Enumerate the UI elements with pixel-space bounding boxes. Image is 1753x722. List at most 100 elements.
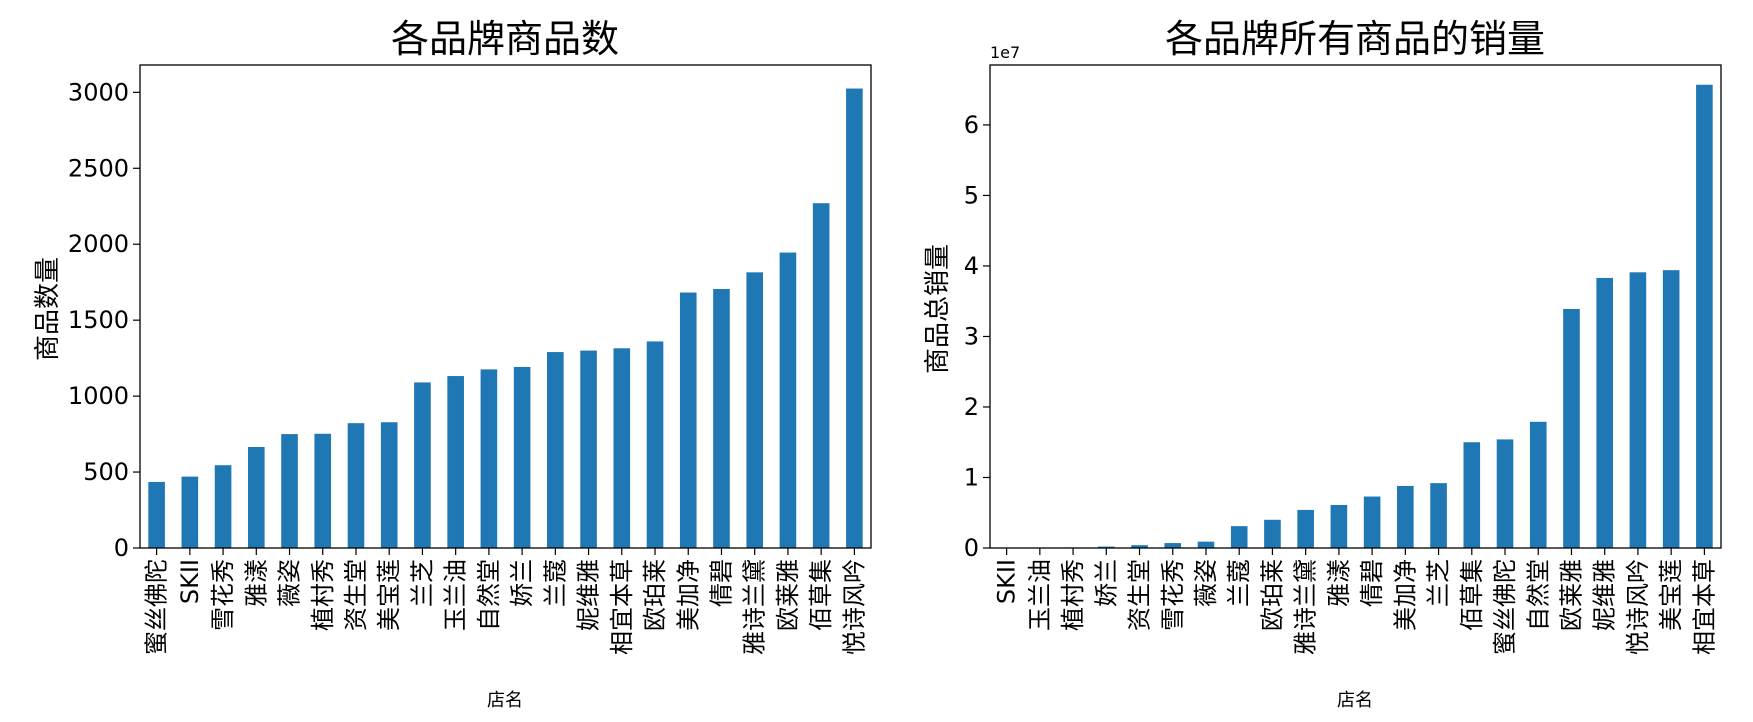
y-tick-label: 1 (964, 463, 979, 491)
x-tick-group: 蜜丝佛陀 SKII 雪花秀 雅漾 薇姿 植村秀 资生堂 美宝莲 兰芝 玉兰油 自然堂 娇兰 兰蔻 妮维雅相… (143, 548, 868, 655)
x-tick-label: 佰草集 (807, 559, 835, 631)
x-tick-label: 美加净 (674, 559, 702, 631)
bar-玉兰油 (447, 376, 464, 548)
chart-title: 各品牌所有商品的销量 (1165, 17, 1545, 61)
x-tick-label: 倩碧 (707, 559, 735, 607)
y-tick-label: 2500 (68, 154, 129, 182)
bar-美宝莲 (1662, 270, 1680, 548)
bar-妮维雅 (580, 350, 597, 548)
x-tick-label: 雅诗兰黛 (741, 559, 769, 655)
bar-兰芝 (414, 382, 431, 548)
bar-欧莱雅 (779, 252, 797, 548)
y-tick-label: 3000 (68, 78, 129, 106)
x-tick-label: 兰蔻 (541, 559, 569, 607)
x-tick-label: 植村秀 (309, 559, 337, 631)
x-tick-label: 娇兰 (508, 559, 536, 607)
bar-自然堂 (480, 369, 498, 548)
x-tick-label: 雅漾 (242, 559, 270, 607)
y-tick-label: 4 (964, 252, 979, 280)
x-tick-label: 兰芝 (1425, 559, 1453, 607)
chart-total-sales: 各品牌所有商品的销量 商品总销量 店名 1e7 0 1 2 3 4 5 6 SKII 玉兰油植… (923, 17, 1722, 711)
x-tick-label: 娇兰 (1092, 559, 1120, 607)
bar-蜜丝佛陀 (1496, 439, 1514, 548)
bar-雅诗兰黛 (746, 272, 764, 548)
bar-植村秀 (314, 433, 332, 548)
bar-group (148, 88, 863, 548)
x-tick-label: 玉兰油 (1026, 559, 1054, 631)
y-tick-group: 0 500 1000 1500 2000 2500 3000 (68, 78, 140, 562)
bar-雅漾 (1330, 504, 1348, 548)
x-tick-label: 玉兰油 (442, 559, 470, 631)
x-tick-label: 薇姿 (276, 559, 304, 607)
bar-兰芝 (1430, 483, 1447, 548)
bar-蜜丝佛陀 (148, 481, 165, 548)
x-tick-label: 兰蔻 (1225, 559, 1253, 607)
x-tick-label: 雅诗兰黛 (1292, 559, 1320, 655)
bar-欧莱雅 (1563, 308, 1580, 548)
x-tick-label: SKII (176, 559, 204, 604)
x-tick-label: 欧莱雅 (774, 559, 802, 631)
bar-相宜本草 (1696, 84, 1713, 549)
y-tick-label: 5 (964, 181, 979, 209)
bar-美加净 (679, 292, 697, 548)
x-tick-label: 薇姿 (1192, 559, 1220, 607)
bar-自然堂 (1529, 421, 1547, 548)
chart-product-count: 各品牌商品数 商品数量 店名 050010001500200025003000 … (33, 17, 872, 711)
x-tick-label: 蜜丝佛陀 (143, 559, 171, 655)
x-tick-label: 资生堂 (342, 559, 370, 631)
bar-资生堂 (347, 423, 365, 548)
y-tick-label: 2000 (68, 230, 129, 258)
plot-frame (989, 64, 1722, 549)
x-tick-label: 美宝莲 (1657, 559, 1685, 631)
x-tick-label: 欧珀莱 (1258, 559, 1286, 631)
y-offset-label: 1e7 (990, 43, 1020, 62)
bar-雅诗兰黛 (1297, 509, 1314, 548)
x-axis-label: 店名 (1337, 690, 1373, 711)
y-axis-label: 商品数量 (33, 257, 63, 361)
x-tick-label: 佰草集 (1458, 559, 1486, 631)
bar-悦诗风吟 (1629, 272, 1647, 548)
y-tick-label: 1500 (68, 306, 129, 334)
x-tick-label: 妮维雅 (575, 559, 603, 631)
x-tick-label: 相宜本草 (608, 559, 636, 655)
x-tick-label: SKII (993, 559, 1021, 604)
x-tick-label: 植村秀 (1059, 559, 1087, 631)
bar-倩碧 (713, 289, 730, 548)
y-tick-group: 0 1 2 3 4 5 6 (964, 111, 990, 562)
bar-资生堂 (1131, 545, 1148, 548)
x-tick-label: 美宝莲 (375, 559, 403, 631)
x-tick-label: 雪花秀 (209, 559, 237, 631)
x-tick-label: 资生堂 (1126, 559, 1154, 631)
x-tick-label: 悦诗风吟 (840, 559, 868, 655)
x-tick-group: SKII 玉兰油 植村秀 娇兰 资生堂 雪花秀 薇姿 兰蔻 欧珀莱 雅诗兰黛 雅漾 倩碧 美加净 兰芝 佰草… (993, 548, 1718, 655)
x-tick-label: 相宜本草 (1690, 559, 1718, 655)
bar-美宝莲 (380, 422, 398, 548)
y-tick-label: 3 (964, 322, 979, 350)
y-tick-label: 6 (964, 111, 979, 139)
bar-薇姿 (281, 434, 298, 548)
x-tick-label: 自然堂 (475, 559, 503, 631)
bar-娇兰 (513, 366, 531, 548)
y-axis-label: 商品总销量 (923, 244, 953, 374)
x-tick-label: 自然堂 (1524, 559, 1552, 631)
bar-倩碧 (1363, 496, 1381, 548)
bar-雅漾 (247, 447, 265, 548)
bar-group (998, 84, 1713, 549)
x-tick-label: 蜜丝佛陀 (1491, 559, 1519, 655)
y-tick-label: 0 (964, 534, 979, 562)
x-tick-label: 雅漾 (1325, 559, 1353, 607)
bar-佰草集 (812, 203, 830, 548)
bar-欧珀莱 (646, 341, 664, 548)
bar-相宜本草 (613, 348, 631, 548)
bar-美加净 (1397, 485, 1414, 548)
bar-兰蔻 (1230, 526, 1248, 548)
bar-薇姿 (1197, 541, 1215, 548)
plot-frame (139, 64, 872, 549)
bar-妮维雅 (1596, 277, 1614, 548)
y-tick-label: 500 (83, 458, 129, 486)
bar-SKII (181, 476, 199, 548)
bar-悦诗风吟 (846, 88, 863, 548)
bar-欧珀莱 (1264, 519, 1281, 548)
